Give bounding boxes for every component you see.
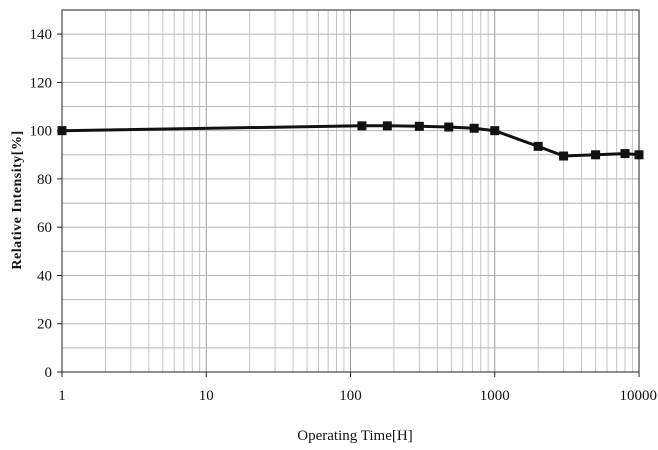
data-point-marker <box>490 126 500 136</box>
x-tick-label: 10 <box>199 388 214 404</box>
y-tick-label: 120 <box>30 75 53 91</box>
y-tick-label: 140 <box>30 27 53 43</box>
data-point-marker <box>620 149 630 159</box>
y-tick-label: 0 <box>45 365 53 381</box>
x-axis-label: Operating Time[H] <box>297 428 412 444</box>
data-point-marker <box>357 121 367 131</box>
data-point-marker <box>444 122 454 132</box>
data-point-marker <box>469 123 479 133</box>
y-tick-label: 20 <box>37 317 52 333</box>
x-tick-label: 1000 <box>480 388 510 404</box>
x-axis-ticks: 1 10 100 1000 10000 <box>58 372 657 404</box>
x-tick-label: 10000 <box>620 388 658 404</box>
y-tick-label: 60 <box>37 220 52 236</box>
y-axis-label: Relative Intensity[%] <box>10 130 25 269</box>
series-layer <box>57 121 644 161</box>
y-tick-label: 80 <box>37 172 52 188</box>
y-tick-label: 40 <box>37 268 52 284</box>
data-point-marker <box>57 126 67 136</box>
data-point-marker <box>634 150 644 160</box>
data-point-marker <box>591 150 601 160</box>
data-point-marker <box>559 151 569 161</box>
y-tick-label: 100 <box>30 124 53 140</box>
x-tick-label: 1 <box>58 388 66 404</box>
data-point-marker <box>382 121 392 131</box>
grid <box>62 10 639 372</box>
data-point-marker <box>533 141 543 151</box>
y-axis-ticks: 0 20 40 60 80 100 120 140 <box>30 27 62 381</box>
data-point-marker <box>414 121 424 131</box>
x-tick-label: 100 <box>339 388 362 404</box>
